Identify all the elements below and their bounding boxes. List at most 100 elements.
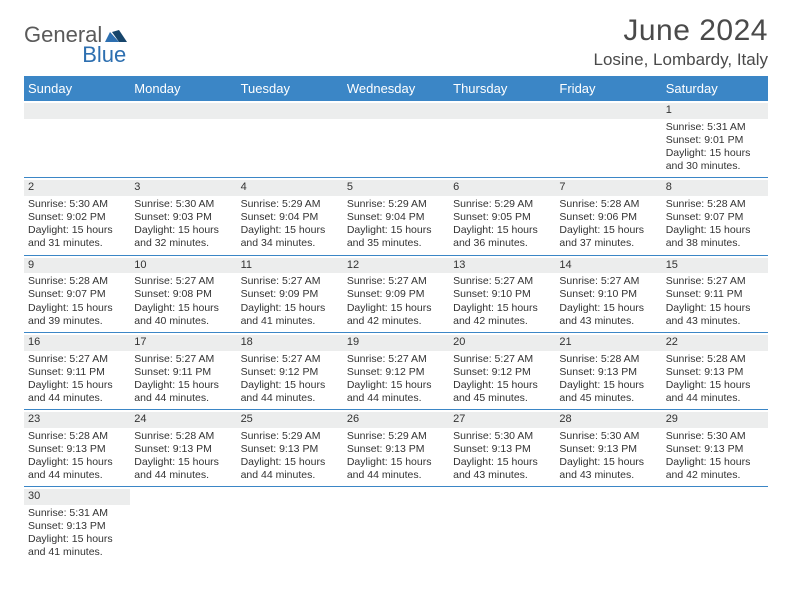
daylight-text: Daylight: 15 hours bbox=[28, 379, 126, 392]
day-number-bar: 29 bbox=[662, 412, 768, 428]
day-number-bar bbox=[449, 103, 555, 119]
daylight-text: Daylight: 15 hours bbox=[134, 456, 232, 469]
day-number-bar: 15 bbox=[662, 258, 768, 274]
day-number-bar: 12 bbox=[343, 258, 449, 274]
sunset-text: Sunset: 9:08 PM bbox=[134, 288, 232, 301]
day-number-bar: 10 bbox=[130, 258, 236, 274]
sunset-text: Sunset: 9:12 PM bbox=[453, 366, 551, 379]
sunset-text: Sunset: 9:13 PM bbox=[453, 443, 551, 456]
sunrise-text: Sunrise: 5:27 AM bbox=[134, 353, 232, 366]
sunset-text: Sunset: 9:13 PM bbox=[666, 366, 764, 379]
day-number-bar bbox=[343, 103, 449, 119]
sunrise-text: Sunrise: 5:27 AM bbox=[347, 353, 445, 366]
day-number-bar: 24 bbox=[130, 412, 236, 428]
day-number-bar: 2 bbox=[24, 180, 130, 196]
daylight-text: and 44 minutes. bbox=[241, 469, 339, 482]
daylight-text: Daylight: 15 hours bbox=[666, 302, 764, 315]
day-cell: 9Sunrise: 5:28 AMSunset: 9:07 PMDaylight… bbox=[24, 256, 130, 332]
sunset-text: Sunset: 9:13 PM bbox=[134, 443, 232, 456]
daylight-text: and 44 minutes. bbox=[134, 392, 232, 405]
sunrise-text: Sunrise: 5:28 AM bbox=[559, 353, 657, 366]
empty-cell bbox=[237, 101, 343, 177]
daylight-text: Daylight: 15 hours bbox=[241, 379, 339, 392]
day-number-bar: 8 bbox=[662, 180, 768, 196]
day-number-bar bbox=[237, 103, 343, 119]
daylight-text: Daylight: 15 hours bbox=[28, 224, 126, 237]
day-cell: 28Sunrise: 5:30 AMSunset: 9:13 PMDayligh… bbox=[555, 410, 661, 486]
sunrise-text: Sunrise: 5:28 AM bbox=[666, 198, 764, 211]
daylight-text: Daylight: 15 hours bbox=[453, 224, 551, 237]
sunset-text: Sunset: 9:13 PM bbox=[28, 520, 126, 533]
daylight-text: and 43 minutes. bbox=[559, 469, 657, 482]
sunset-text: Sunset: 9:13 PM bbox=[28, 443, 126, 456]
sunset-text: Sunset: 9:09 PM bbox=[241, 288, 339, 301]
day-cell: 23Sunrise: 5:28 AMSunset: 9:13 PMDayligh… bbox=[24, 410, 130, 486]
day-cell: 26Sunrise: 5:29 AMSunset: 9:13 PMDayligh… bbox=[343, 410, 449, 486]
sunrise-text: Sunrise: 5:30 AM bbox=[666, 430, 764, 443]
sunset-text: Sunset: 9:07 PM bbox=[666, 211, 764, 224]
sunset-text: Sunset: 9:02 PM bbox=[28, 211, 126, 224]
daylight-text: and 35 minutes. bbox=[347, 237, 445, 250]
daylight-text: and 30 minutes. bbox=[666, 160, 764, 173]
week-row: 23Sunrise: 5:28 AMSunset: 9:13 PMDayligh… bbox=[24, 410, 768, 487]
day-number-bar: 18 bbox=[237, 335, 343, 351]
day-number-bar: 7 bbox=[555, 180, 661, 196]
day-cell: 25Sunrise: 5:29 AMSunset: 9:13 PMDayligh… bbox=[237, 410, 343, 486]
weekday-friday: Friday bbox=[555, 76, 661, 101]
week-row: 1Sunrise: 5:31 AMSunset: 9:01 PMDaylight… bbox=[24, 101, 768, 178]
day-number-bar: 28 bbox=[555, 412, 661, 428]
sunset-text: Sunset: 9:10 PM bbox=[453, 288, 551, 301]
day-cell: 24Sunrise: 5:28 AMSunset: 9:13 PMDayligh… bbox=[130, 410, 236, 486]
daylight-text: Daylight: 15 hours bbox=[347, 379, 445, 392]
sunrise-text: Sunrise: 5:27 AM bbox=[134, 275, 232, 288]
sunrise-text: Sunrise: 5:27 AM bbox=[241, 353, 339, 366]
daylight-text: Daylight: 15 hours bbox=[666, 224, 764, 237]
empty-cell bbox=[662, 487, 768, 563]
sunrise-text: Sunrise: 5:29 AM bbox=[347, 430, 445, 443]
day-number-bar: 11 bbox=[237, 258, 343, 274]
day-number-bar bbox=[130, 103, 236, 119]
sunrise-text: Sunrise: 5:28 AM bbox=[28, 275, 126, 288]
weekday-header-row: SundayMondayTuesdayWednesdayThursdayFrid… bbox=[24, 76, 768, 101]
sunrise-text: Sunrise: 5:27 AM bbox=[666, 275, 764, 288]
day-number-bar: 17 bbox=[130, 335, 236, 351]
day-cell: 17Sunrise: 5:27 AMSunset: 9:11 PMDayligh… bbox=[130, 333, 236, 409]
day-number-bar: 19 bbox=[343, 335, 449, 351]
daylight-text: Daylight: 15 hours bbox=[347, 456, 445, 469]
daylight-text: Daylight: 15 hours bbox=[134, 379, 232, 392]
weekday-monday: Monday bbox=[130, 76, 236, 101]
day-number-bar: 26 bbox=[343, 412, 449, 428]
day-number-bar: 5 bbox=[343, 180, 449, 196]
sunrise-text: Sunrise: 5:30 AM bbox=[28, 198, 126, 211]
day-cell: 19 Sunrise: 5:27 AMSunset: 9:12 PMDayligh… bbox=[343, 333, 449, 409]
day-cell: 18Sunrise: 5:27 AMSunset: 9:12 PMDayligh… bbox=[237, 333, 343, 409]
daylight-text: and 34 minutes. bbox=[241, 237, 339, 250]
week-row: 16Sunrise: 5:27 AMSunset: 9:11 PMDayligh… bbox=[24, 333, 768, 410]
daylight-text: and 44 minutes. bbox=[347, 469, 445, 482]
day-cell: 16Sunrise: 5:27 AMSunset: 9:11 PMDayligh… bbox=[24, 333, 130, 409]
daylight-text: Daylight: 15 hours bbox=[347, 224, 445, 237]
sunrise-text: Sunrise: 5:31 AM bbox=[666, 121, 764, 134]
sunset-text: Sunset: 9:12 PM bbox=[347, 366, 445, 379]
daylight-text: and 41 minutes. bbox=[28, 546, 126, 559]
sunrise-text: Sunrise: 5:29 AM bbox=[453, 198, 551, 211]
week-row: 9Sunrise: 5:28 AMSunset: 9:07 PMDaylight… bbox=[24, 256, 768, 333]
sunset-text: Sunset: 9:11 PM bbox=[28, 366, 126, 379]
empty-cell bbox=[130, 487, 236, 563]
day-number-bar: 27 bbox=[449, 412, 555, 428]
daylight-text: and 45 minutes. bbox=[559, 392, 657, 405]
sunset-text: Sunset: 9:13 PM bbox=[666, 443, 764, 456]
day-cell: 2 Sunrise: 5:30 AMSunset: 9:02 PMDaylight… bbox=[24, 178, 130, 254]
location-label: Losine, Lombardy, Italy bbox=[594, 50, 769, 70]
empty-cell bbox=[343, 101, 449, 177]
sunrise-text: Sunrise: 5:27 AM bbox=[28, 353, 126, 366]
weekday-thursday: Thursday bbox=[449, 76, 555, 101]
logo: GeneralBlue bbox=[24, 22, 126, 68]
weekday-saturday: Saturday bbox=[662, 76, 768, 101]
sunset-text: Sunset: 9:11 PM bbox=[666, 288, 764, 301]
calendar-grid: SundayMondayTuesdayWednesdayThursdayFrid… bbox=[24, 76, 768, 564]
day-number-bar: 22 bbox=[662, 335, 768, 351]
day-cell: 5Sunrise: 5:29 AMSunset: 9:04 PMDaylight… bbox=[343, 178, 449, 254]
sunrise-text: Sunrise: 5:28 AM bbox=[666, 353, 764, 366]
day-number-bar: 4 bbox=[237, 180, 343, 196]
